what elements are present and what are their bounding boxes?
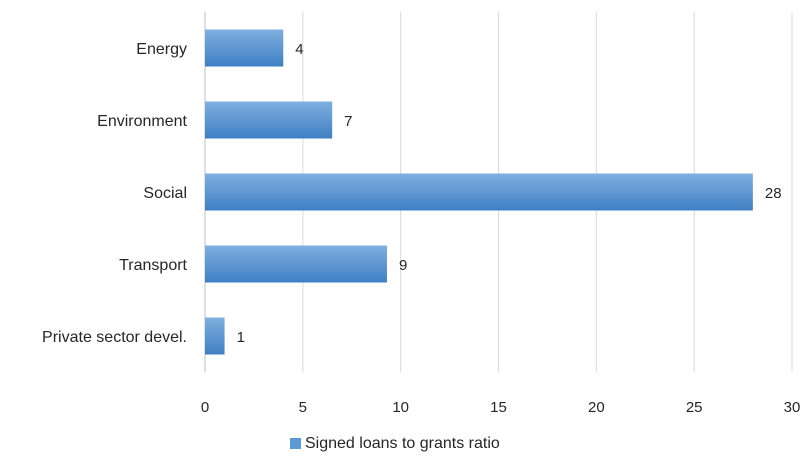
bars <box>205 29 753 355</box>
x-tick-label: 15 <box>490 399 507 416</box>
legend-label: Signed loans to grants ratio <box>305 435 500 452</box>
data-label: 9 <box>399 257 407 274</box>
bar-private-sector-devel <box>205 317 225 355</box>
bar-environment <box>205 101 333 139</box>
category-label: Environment <box>97 113 187 130</box>
x-tick-label: 30 <box>784 399 801 416</box>
x-tick-label: 10 <box>392 399 409 416</box>
data-label: 1 <box>237 329 245 346</box>
labels: 0 5 10 15 20 25 30 Energy 4 Environment 7 Social 28 T… <box>42 41 800 416</box>
category-label: Private sector devel. <box>42 329 187 346</box>
bar-social <box>205 173 753 211</box>
x-tick-label: 5 <box>299 399 307 416</box>
bar-transport <box>205 245 387 283</box>
legend-swatch <box>290 438 301 449</box>
legend: Signed loans to grants ratio <box>290 435 500 452</box>
x-tick-label: 0 <box>201 399 209 416</box>
category-label: Social <box>143 185 187 202</box>
x-tick-label: 20 <box>588 399 605 416</box>
data-label: 28 <box>765 185 782 202</box>
data-label: 4 <box>295 41 303 58</box>
bar-energy <box>205 29 284 67</box>
category-label: Energy <box>136 41 187 58</box>
data-label: 7 <box>344 113 352 130</box>
x-tick-label: 25 <box>686 399 703 416</box>
category-label: Transport <box>119 257 187 274</box>
